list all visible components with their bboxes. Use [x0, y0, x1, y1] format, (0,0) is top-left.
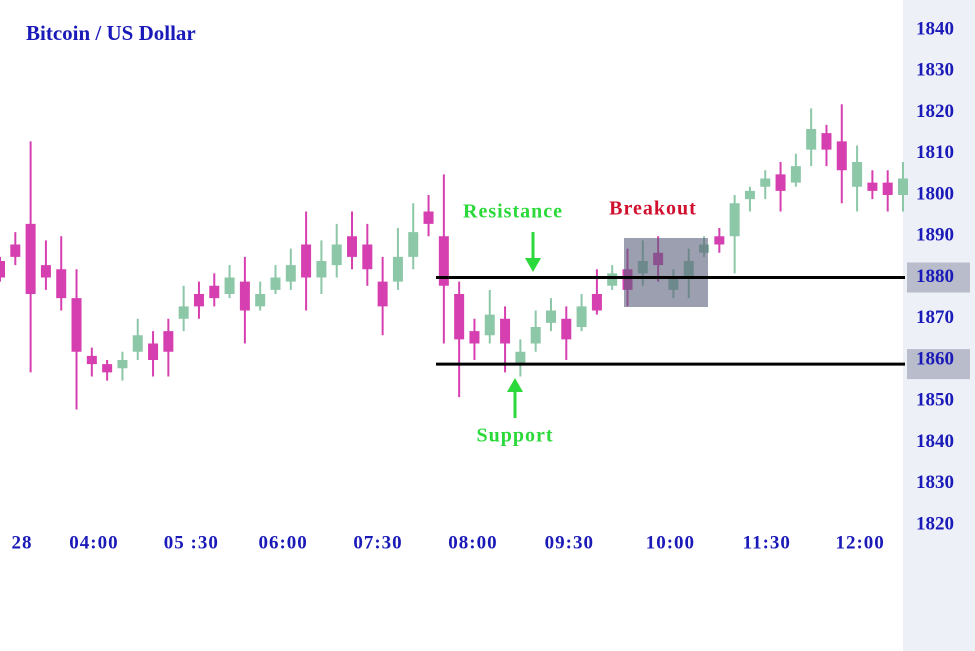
x-tick-label: 10:00	[646, 532, 695, 553]
x-tick-label: 12:00	[835, 532, 884, 553]
candle-body	[515, 351, 526, 365]
candle-body	[898, 178, 908, 195]
x-tick-label: 11:30	[743, 532, 791, 553]
candle-body	[530, 327, 541, 344]
y-tick-label: 1830	[916, 60, 954, 81]
y-tick-label: 1850	[916, 390, 954, 411]
candle-body	[729, 203, 740, 237]
x-tick-label: 08:00	[448, 532, 497, 553]
candle-body	[852, 162, 863, 187]
candle-body	[591, 294, 602, 311]
y-tick-label: 1830	[916, 472, 954, 493]
candle-body	[255, 294, 266, 307]
candle-body	[301, 244, 312, 278]
y-tick-label: 1840	[916, 431, 954, 452]
y-tick-label: 1860	[916, 348, 954, 369]
candle-body	[239, 281, 250, 311]
candle-body	[102, 364, 113, 373]
candle-body	[377, 281, 388, 307]
candle-body	[163, 331, 174, 352]
candle-body	[392, 256, 403, 282]
chart-title: Bitcoin / US Dollar	[26, 21, 196, 45]
candle-body	[132, 335, 143, 352]
y-tick-label: 1840	[916, 18, 954, 39]
candle-body	[347, 236, 358, 257]
y-tick-label: 1810	[916, 142, 954, 163]
x-tick-label: 05 :30	[164, 532, 219, 553]
candle-body	[40, 265, 51, 278]
candle-body	[408, 232, 419, 257]
candle-body	[545, 310, 556, 323]
candle-body	[10, 244, 21, 257]
candle-body	[270, 277, 281, 290]
candle-body	[775, 174, 786, 191]
y-tick-label: 1800	[916, 183, 954, 204]
level-highlight	[907, 349, 970, 380]
candle-body	[0, 261, 5, 278]
candle-body	[821, 133, 832, 150]
candle-body	[117, 360, 128, 369]
x-tick-label: 06:00	[258, 532, 307, 553]
y-tick-label: 1820	[916, 101, 954, 122]
candle-body	[331, 244, 342, 266]
candle-body	[576, 306, 587, 327]
candle-body	[714, 236, 725, 245]
candle-body	[454, 294, 465, 340]
x-tick-label: 28	[12, 532, 33, 553]
y-tick-label: 1820	[916, 513, 954, 534]
candle-body	[25, 223, 36, 294]
candle-body	[423, 211, 434, 224]
candle-body	[224, 277, 235, 294]
candle-body	[790, 166, 801, 183]
candle-body	[469, 331, 480, 344]
y-tick-label: 1890	[916, 225, 954, 246]
candle-body	[316, 261, 327, 278]
candle-body	[86, 355, 97, 365]
x-tick-label: 04:00	[69, 532, 118, 553]
candle-body	[836, 141, 847, 171]
candle-body	[148, 343, 159, 360]
candle-body	[500, 318, 511, 344]
axis-panel	[903, 0, 975, 651]
level-highlight	[907, 262, 970, 293]
candle-body	[806, 129, 817, 150]
arrow-head	[507, 378, 523, 392]
candle-body	[867, 182, 878, 191]
candle-body	[209, 285, 220, 299]
candle-body	[484, 314, 495, 336]
candle-body	[285, 265, 296, 282]
candle-body	[71, 298, 82, 352]
y-tick-label: 1880	[916, 266, 954, 287]
y-tick-label: 1870	[916, 307, 954, 328]
candle-body	[438, 236, 449, 286]
candle-body	[193, 294, 204, 307]
candle-body	[607, 273, 618, 286]
x-tick-label: 09:30	[545, 532, 594, 553]
arrow-head	[525, 258, 541, 272]
breakout-label: Breakout	[609, 198, 697, 220]
level-label: Resistance	[463, 201, 563, 223]
candle-body	[178, 306, 189, 319]
candle-body	[744, 190, 755, 200]
candle-body	[760, 178, 771, 187]
breakout-box	[624, 238, 708, 307]
candle-body	[56, 269, 67, 299]
x-tick-label: 07:30	[353, 532, 402, 553]
candle-body	[362, 244, 373, 270]
candle-body	[561, 318, 572, 340]
level-label: Support	[476, 425, 553, 447]
candle-body	[882, 182, 893, 195]
